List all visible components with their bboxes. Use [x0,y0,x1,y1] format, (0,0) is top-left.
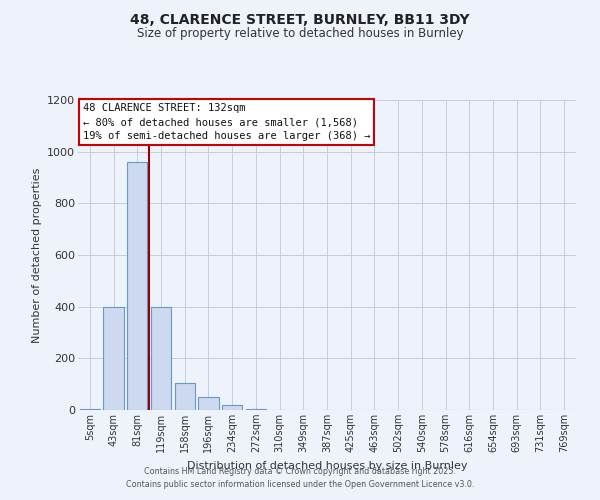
Bar [222,406,242,410]
X-axis label: Distribution of detached houses by size in Burnley: Distribution of detached houses by size … [187,460,467,470]
Bar [175,383,195,410]
Text: Contains HM Land Registry data © Crown copyright and database right 2025.: Contains HM Land Registry data © Crown c… [144,467,456,476]
Bar [103,306,124,410]
Text: 48, CLARENCE STREET, BURNLEY, BB11 3DY: 48, CLARENCE STREET, BURNLEY, BB11 3DY [130,12,470,26]
Text: Size of property relative to detached houses in Burnley: Size of property relative to detached ho… [137,28,463,40]
Bar [127,162,148,410]
Y-axis label: Number of detached properties: Number of detached properties [32,168,41,342]
Text: 48 CLARENCE STREET: 132sqm
← 80% of detached houses are smaller (1,568)
19% of s: 48 CLARENCE STREET: 132sqm ← 80% of deta… [83,103,370,141]
Text: Contains public sector information licensed under the Open Government Licence v3: Contains public sector information licen… [126,480,474,489]
Bar [151,306,171,410]
Bar [199,397,218,410]
Bar [80,408,100,410]
